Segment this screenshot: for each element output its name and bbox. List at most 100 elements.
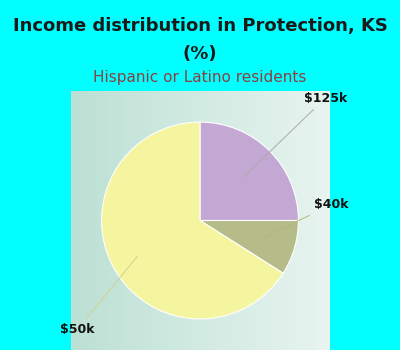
- Text: $50k: $50k: [60, 256, 138, 336]
- Bar: [227, 70, 230, 350]
- Bar: [353, 70, 356, 350]
- Bar: [124, 70, 128, 350]
- Bar: [104, 70, 108, 350]
- Bar: [247, 70, 250, 350]
- Bar: [194, 70, 197, 350]
- Bar: [128, 70, 131, 350]
- Bar: [300, 70, 303, 350]
- Bar: [224, 70, 227, 350]
- Bar: [88, 70, 91, 350]
- Bar: [254, 70, 257, 350]
- Bar: [287, 70, 290, 350]
- Bar: [273, 70, 277, 350]
- Bar: [48, 70, 51, 350]
- Bar: [141, 70, 144, 350]
- Bar: [98, 70, 101, 350]
- Bar: [217, 70, 220, 350]
- Bar: [250, 70, 254, 350]
- Bar: [264, 70, 267, 350]
- Bar: [154, 70, 157, 350]
- Bar: [316, 70, 320, 350]
- Bar: [118, 70, 121, 350]
- Bar: [363, 70, 366, 350]
- Bar: [138, 70, 141, 350]
- Bar: [200, 70, 204, 350]
- Bar: [184, 70, 187, 350]
- Text: Income distribution in Protection, KS: Income distribution in Protection, KS: [12, 17, 388, 35]
- Bar: [313, 70, 316, 350]
- Bar: [58, 70, 61, 350]
- Bar: [330, 70, 333, 350]
- Bar: [144, 70, 147, 350]
- Bar: [78, 70, 81, 350]
- Bar: [326, 70, 330, 350]
- Bar: [280, 70, 283, 350]
- Bar: [293, 70, 296, 350]
- Bar: [71, 70, 74, 350]
- Wedge shape: [200, 122, 298, 220]
- Bar: [108, 70, 111, 350]
- Bar: [296, 70, 300, 350]
- Bar: [61, 70, 64, 350]
- Bar: [346, 70, 350, 350]
- Bar: [356, 70, 360, 350]
- Bar: [267, 70, 270, 350]
- Bar: [214, 70, 217, 350]
- Bar: [180, 70, 184, 350]
- Bar: [370, 70, 373, 350]
- Text: $125k: $125k: [244, 92, 347, 177]
- Bar: [230, 70, 234, 350]
- Bar: [336, 70, 340, 350]
- Bar: [167, 70, 170, 350]
- Bar: [366, 70, 370, 350]
- Bar: [64, 70, 68, 350]
- Bar: [340, 70, 343, 350]
- Text: (%): (%): [183, 46, 217, 63]
- Bar: [373, 70, 376, 350]
- Bar: [350, 70, 353, 350]
- Bar: [210, 70, 214, 350]
- Bar: [240, 70, 244, 350]
- Bar: [151, 70, 154, 350]
- Bar: [343, 70, 346, 350]
- Bar: [170, 70, 174, 350]
- Bar: [111, 70, 114, 350]
- Bar: [333, 70, 336, 350]
- Bar: [121, 70, 124, 350]
- Bar: [101, 70, 104, 350]
- Bar: [177, 70, 180, 350]
- Bar: [323, 70, 326, 350]
- Bar: [277, 70, 280, 350]
- Bar: [74, 70, 78, 350]
- Bar: [244, 70, 247, 350]
- Bar: [360, 70, 363, 350]
- Bar: [84, 70, 88, 350]
- Bar: [190, 70, 194, 350]
- Bar: [303, 70, 306, 350]
- Bar: [306, 70, 310, 350]
- Bar: [157, 70, 161, 350]
- Bar: [270, 70, 273, 350]
- Bar: [237, 70, 240, 350]
- Bar: [147, 70, 151, 350]
- Wedge shape: [200, 220, 298, 273]
- Bar: [234, 70, 237, 350]
- Bar: [283, 70, 287, 350]
- Bar: [220, 70, 224, 350]
- Wedge shape: [102, 122, 283, 319]
- Bar: [68, 70, 71, 350]
- Bar: [207, 70, 210, 350]
- Bar: [320, 70, 323, 350]
- Bar: [257, 70, 260, 350]
- Bar: [91, 70, 94, 350]
- Bar: [81, 70, 84, 350]
- Bar: [204, 70, 207, 350]
- Bar: [114, 70, 118, 350]
- Bar: [94, 70, 98, 350]
- Bar: [164, 70, 167, 350]
- Bar: [197, 70, 200, 350]
- Bar: [260, 70, 264, 350]
- Text: $40k: $40k: [264, 198, 348, 237]
- Bar: [161, 70, 164, 350]
- Bar: [131, 70, 134, 350]
